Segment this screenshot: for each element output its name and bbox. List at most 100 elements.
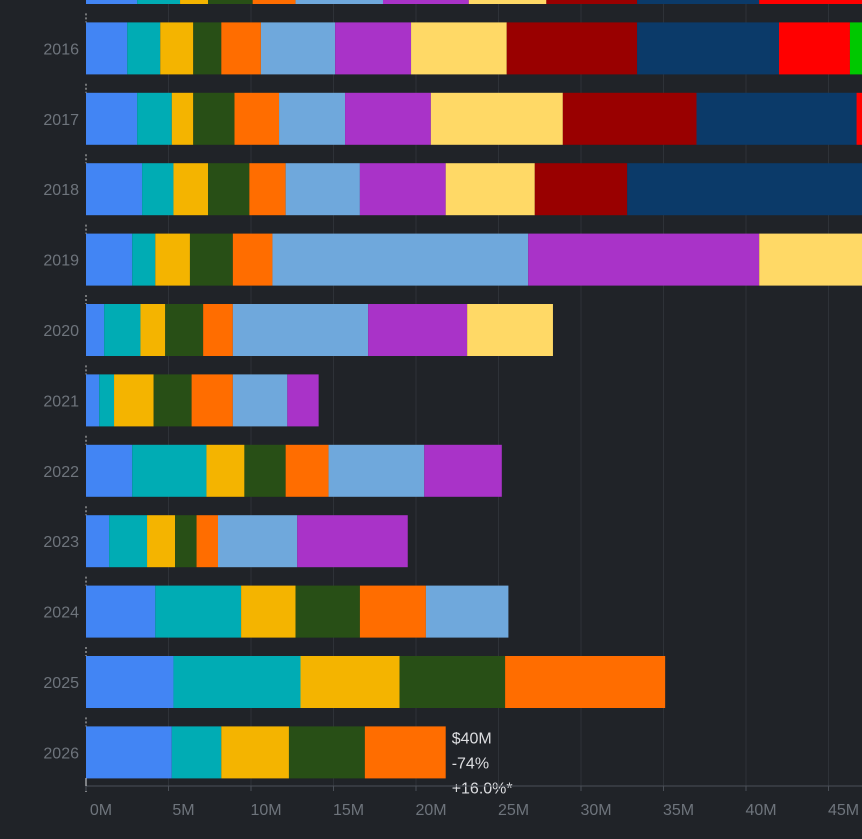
bar-segment [127,22,161,75]
bar-row-2023 [86,515,408,568]
bar-segment [173,656,301,708]
bar-segment [196,515,218,568]
bar-segment [285,163,360,216]
bar-row-2018 [86,163,862,216]
bar-segment [383,0,469,4]
bar-annotations: $36M0%$34M-3%$37M+8%$40M-74%+16.0%* [452,730,513,797]
bar-segment [297,515,408,568]
bar-row-2021 [86,374,319,427]
bar-segment [506,22,638,75]
bar-row-2015 [86,0,862,4]
bar-segment [137,0,181,4]
bar-segment [627,163,862,216]
bar-segment [424,444,502,497]
bar-segment [180,0,209,4]
bar-segment [295,0,383,4]
year-label: 2021 [43,393,79,410]
year-label: 2025 [43,675,79,692]
bar-segment [165,304,204,356]
bar-segment [193,22,222,75]
bar-segment [86,515,110,568]
bar-segment [142,163,174,216]
bar-segment [562,92,697,145]
bar-segment [300,656,400,708]
bar-segment [637,0,760,4]
bar-segment [193,92,235,145]
x-tick-label: 30M [580,802,611,819]
bar-row-2024 [86,585,509,638]
bar-segment [279,92,346,145]
bar-segment [260,22,336,75]
bar-segment [173,163,209,216]
bars [86,0,862,779]
year-label: 2017 [43,112,79,129]
x-tick-label: 45M [828,802,859,819]
bar-segment [86,374,100,427]
bar-segment [425,585,509,638]
bar-segment [779,22,850,75]
bar-segment [221,726,289,779]
year-label: 2023 [43,534,79,551]
bar-segment [132,444,207,497]
bar-segment [534,163,628,216]
bar-segment [86,22,128,75]
bar-segment [528,233,760,286]
bar-segment [759,233,862,286]
bar-segment [104,304,141,356]
bar-segment [288,726,365,779]
x-tick-label: 5M [172,802,194,819]
bar-segment [637,22,779,75]
bar-segment [171,726,222,779]
x-tick-label: 0M [90,802,112,819]
bar-segment [160,22,194,75]
bar-row-2022 [86,444,502,497]
bar-total-annotation: -74% [452,755,489,772]
bar-segment [249,163,286,216]
bar-segment [153,374,192,427]
bar-row-2016 [86,22,862,75]
x-tick-label: 20M [415,802,446,819]
year-label: 2020 [43,323,79,340]
bar-segment [359,585,426,638]
bar-segment [285,444,329,497]
year-label: 2016 [43,41,79,58]
bar-segment [445,163,535,216]
x-tick-label: 25M [498,802,529,819]
year-labels: 2016 2017 2018 2019 2020 2021 2022 2023 2024 2025… [43,13,87,762]
bar-segment [368,304,468,356]
bar-row-2025 [86,656,666,708]
bar-segment [109,515,148,568]
bar-segment [430,92,563,145]
bar-segment [364,726,446,779]
bar-segment [189,233,233,286]
year-label: 2022 [43,464,79,481]
bar-segment [175,515,197,568]
x-axis: 0M 5M 10M 15M 20M 25M 30M 35M 40M 45M [85,778,862,819]
bar-segment [147,515,176,568]
bar-segment [696,92,857,145]
bar-segment [155,585,242,638]
bar-segment [345,92,431,145]
bar-segment [203,304,233,356]
bar-segment [759,0,862,4]
bar-segment [86,444,133,497]
bar-segment [849,22,862,75]
bar-segment [399,656,506,708]
bar-segment [99,374,115,427]
bar-segment [411,22,507,75]
bar-segment [155,233,190,286]
bar-segment [234,92,280,145]
bar-row-2020 [86,304,553,356]
bar-segment [232,374,288,427]
bar-segment [137,92,172,145]
bar-segment [328,444,425,497]
bar-segment [86,304,105,356]
bar-total-annotation: +16.0%* [452,780,513,797]
x-tick-label: 10M [250,802,281,819]
bar-segment [244,444,286,497]
bar-segment [221,22,261,75]
bar-segment [232,304,369,356]
bar-segment [241,585,296,638]
